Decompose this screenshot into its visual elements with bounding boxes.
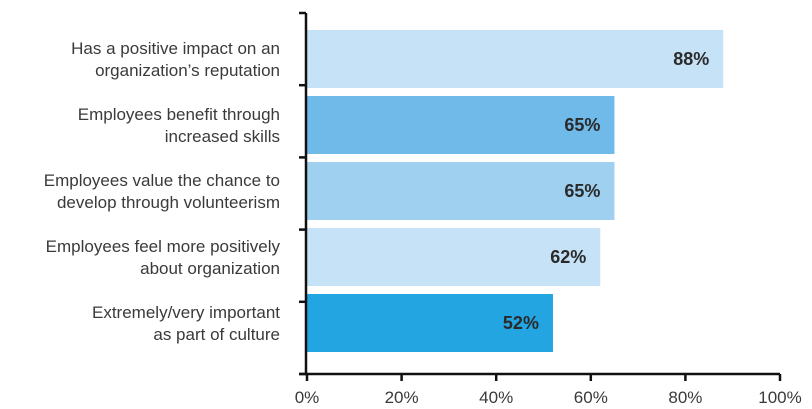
value-label-1: 88% — [673, 49, 709, 69]
bars-group — [307, 30, 724, 352]
category-label-1-line-2: organization’s reputation — [95, 61, 280, 80]
x-tick-label-80: 80% — [668, 388, 702, 407]
x-tick-label-60: 60% — [574, 388, 608, 407]
value-label-2: 65% — [564, 115, 600, 135]
bar-5 — [307, 294, 553, 352]
bar-1 — [307, 30, 724, 88]
category-label-1-line-1: Has a positive impact on an — [71, 39, 280, 58]
x-tick-label-40: 40% — [479, 388, 513, 407]
axes — [299, 11, 782, 381]
value-label-4: 62% — [550, 247, 586, 267]
value-labels: 88% 65% 65% 62% 52% — [503, 49, 709, 333]
bar-2 — [307, 96, 615, 154]
category-label-3-line-1: Employees value the chance to — [44, 171, 280, 190]
category-label-2-line-2: increased skills — [165, 127, 280, 146]
x-tick-label-0: 0% — [295, 388, 320, 407]
category-label-4-line-1: Employees feel more positively — [46, 237, 281, 256]
category-labels: Has a positive impact on an organization’… — [44, 39, 281, 344]
category-label-5-line-1: Extremely/very important — [92, 303, 280, 322]
category-label-2-line-1: Employees benefit through — [78, 105, 280, 124]
x-tick-label-100: 100% — [758, 388, 801, 407]
category-label-3-line-2: develop through volunteerism — [57, 193, 280, 212]
x-tick-label-20: 20% — [385, 388, 419, 407]
bar-3 — [307, 162, 615, 220]
x-tick-labels: 0% 20% 40% 60% 80% 100% — [295, 388, 802, 407]
bar-4 — [307, 228, 601, 286]
value-label-5: 52% — [503, 313, 539, 333]
category-label-4-line-2: about organization — [140, 259, 280, 278]
value-label-3: 65% — [564, 181, 600, 201]
category-label-5-line-2: as part of culture — [153, 325, 280, 344]
